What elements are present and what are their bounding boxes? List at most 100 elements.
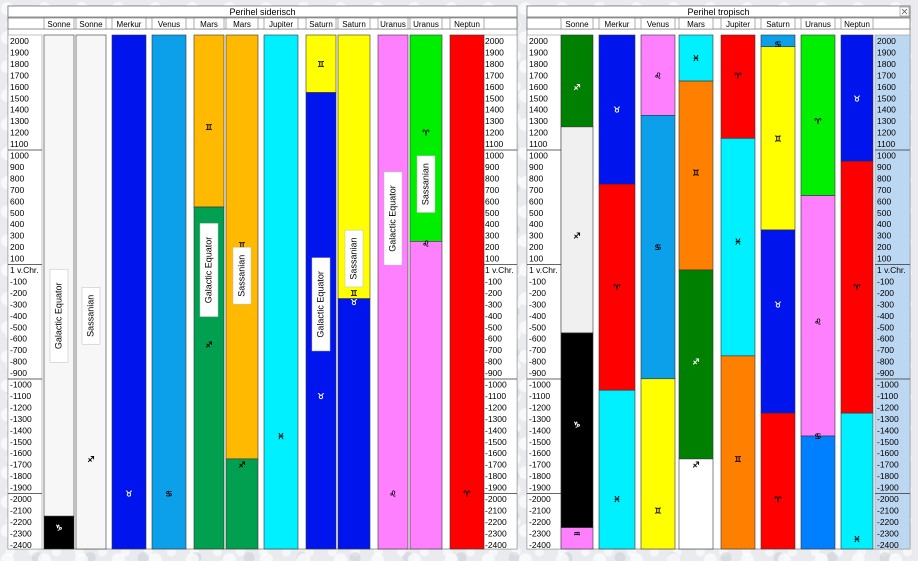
column-header-cell	[111, 17, 147, 30]
y-tick-label: 900	[10, 162, 24, 172]
y-tick-label: -1800	[485, 471, 507, 481]
period-bar	[678, 34, 714, 82]
column-header: Venus	[158, 20, 180, 29]
y-tick-label: -1600	[10, 448, 32, 458]
period-bar	[598, 34, 636, 185]
y-tick-label: 100	[10, 254, 24, 264]
y-tick-label: -1700	[10, 460, 32, 470]
y-tick-label: 300	[529, 231, 543, 241]
y-tick-label: 500	[529, 208, 543, 218]
y-tick-label: -400	[485, 311, 502, 321]
y-tick-label: -200	[877, 288, 894, 298]
y-tick-label: 1900	[529, 47, 548, 57]
period-bar	[800, 195, 836, 437]
y-tick-label: 1000	[529, 151, 548, 161]
y-tick-label: -300	[485, 299, 502, 309]
y-tick-label: -600	[877, 334, 894, 344]
period-bar	[263, 34, 299, 550]
y-tick-label: -1000	[485, 380, 507, 390]
y-tick-label: 1400	[877, 105, 896, 115]
y-tick-label: -2100	[485, 505, 507, 515]
y-tick-label: -1100	[10, 391, 31, 401]
y-tick-label: 1300	[485, 116, 504, 126]
y-tick-label: -500	[10, 322, 27, 332]
y-tick-label: 500	[10, 208, 24, 218]
zodiac-glyph: ♌︎	[389, 489, 396, 498]
zodiac-glyph: ♐︎	[238, 461, 245, 470]
zodiac-glyph: ♊︎	[238, 241, 245, 250]
y-tick-label: -200	[10, 288, 27, 298]
close-icon-stroke	[901, 8, 908, 15]
zodiac-glyph: ♐︎	[573, 83, 580, 92]
y-tick-label: 700	[877, 185, 891, 195]
column-header: Saturn	[309, 20, 333, 29]
y-tick-label: -2300	[10, 528, 32, 538]
zodiac-glyph: ♋︎	[165, 489, 172, 498]
y-tick-label: -800	[877, 357, 894, 367]
panel-0-title-bar	[7, 5, 518, 18]
y-tick-label: -1800	[529, 471, 551, 481]
y-tick-label: -1300	[877, 414, 899, 424]
y-tick-label: -1900	[10, 483, 32, 493]
column-header: Sonne	[47, 20, 71, 29]
y-tick-label: -2300	[877, 528, 899, 538]
y-tick-label: 1900	[485, 47, 504, 57]
y-tick-label: -500	[485, 322, 502, 332]
y-tick-label: -1500	[877, 437, 899, 447]
zodiac-glyph: ♈︎	[613, 283, 620, 292]
y-tick-label: -200	[529, 288, 546, 298]
zodiac-glyph: ♋︎	[654, 243, 661, 252]
zodiac-glyph: ♊︎	[654, 506, 661, 515]
y-tick-label: 1100	[485, 139, 504, 149]
period-bar	[760, 229, 796, 414]
y-tick-label: -100	[529, 276, 546, 286]
period-bar	[678, 458, 714, 550]
period-bar	[409, 241, 443, 550]
period-bar	[800, 34, 836, 196]
zodiac-glyph: ♐︎	[87, 455, 94, 464]
period-bar	[760, 412, 796, 550]
y-tick-label: -1200	[529, 402, 551, 412]
column-header: Merkur	[605, 20, 630, 29]
period-bar	[640, 378, 676, 550]
zodiac-glyph: ♓︎	[734, 237, 741, 246]
panel-1-title: Perihel tropisch	[687, 7, 749, 17]
zodiac-glyph: ♋︎	[774, 40, 781, 49]
y-tick-label: -1200	[877, 402, 899, 412]
y-tick-label: -1500	[10, 437, 32, 447]
column-header: Mars	[233, 20, 251, 29]
zodiac-glyph: ♊︎	[317, 60, 324, 69]
zodiac-glyph: ♈︎	[422, 129, 429, 138]
column-label-box	[232, 247, 252, 305]
period-bar	[720, 138, 756, 357]
y-tick-label: -400	[877, 311, 894, 321]
y-tick-label: -2400	[877, 540, 899, 550]
y-tick-label: -1800	[10, 471, 32, 481]
y-tick-label: 1200	[485, 128, 504, 138]
column-label: Sassanian	[420, 163, 430, 205]
y-tick-label: -2300	[485, 528, 507, 538]
y-tick-label: -2400	[529, 540, 551, 550]
y-tick-label: 700	[485, 185, 499, 195]
column-header-cell	[720, 17, 756, 30]
y-tick-label: 100	[877, 254, 891, 264]
column-label: Galactic Equator	[53, 283, 63, 350]
y-tick-label: 800	[485, 173, 499, 183]
column-label-box	[311, 257, 331, 352]
period-bar	[43, 515, 75, 550]
zodiac-glyph: ♋︎	[814, 432, 821, 441]
column-header-cell	[193, 17, 225, 30]
y-tick-label: 1700	[10, 70, 29, 80]
y-tick-label: 2000	[485, 36, 504, 46]
y-tick-label: 400	[485, 219, 499, 229]
y-tick-label: -700	[10, 345, 27, 355]
zodiac-glyph: ♐︎	[205, 340, 212, 349]
period-bar	[760, 46, 796, 231]
column-header-cell	[43, 17, 75, 30]
y-tick-label: 200	[10, 242, 24, 252]
column-header-cell	[560, 17, 594, 30]
y-tick-label: 1400	[529, 105, 548, 115]
y-tick-label: -900	[529, 368, 546, 378]
y-tick-label: -1700	[877, 460, 899, 470]
y-tick-label: 1100	[529, 139, 548, 149]
